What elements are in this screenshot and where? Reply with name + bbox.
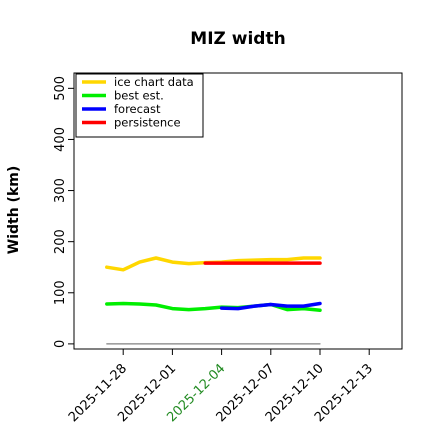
series-line-best-est [105, 301, 322, 312]
legend-label: best est. [114, 89, 164, 103]
legend-box [75, 73, 204, 138]
y-tick-label: 100 [53, 280, 68, 305]
legend-label: forecast [114, 102, 161, 116]
plot-area [105, 256, 322, 345]
y-tick-label: 500 [53, 76, 68, 101]
y-axis-label: Width (km) [6, 166, 22, 255]
plot-frame [73, 72, 403, 350]
series-line-forecast [219, 301, 322, 311]
y-tick-label: 200 [53, 229, 68, 254]
chart-title: MIZ width [190, 29, 285, 49]
y-tick-label: 300 [53, 178, 68, 203]
legend-label: persistence [114, 116, 181, 130]
legend-label: ice chart data [114, 75, 194, 89]
y-tick-label: 0 [53, 340, 68, 348]
y-tick-label: 400 [53, 127, 68, 152]
